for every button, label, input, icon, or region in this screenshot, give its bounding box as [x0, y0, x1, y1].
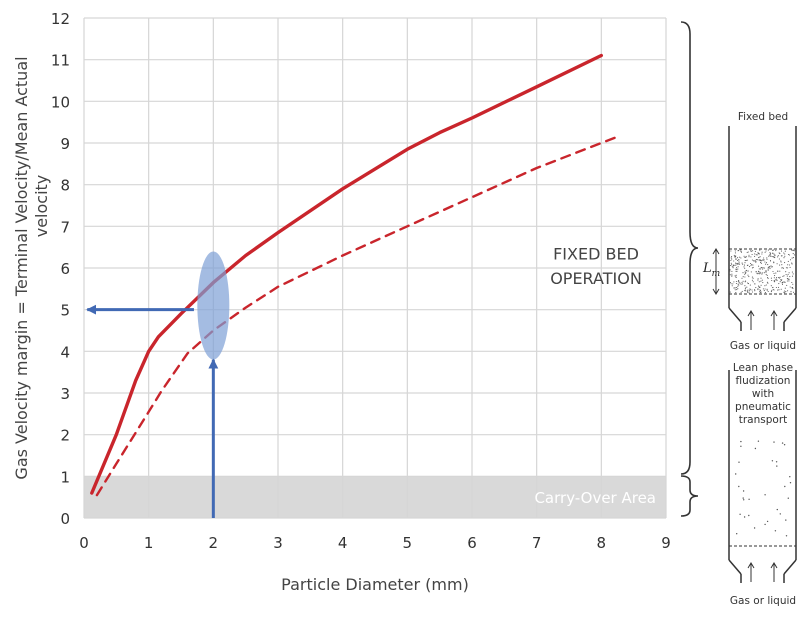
- x-tick-label: 5: [403, 534, 413, 552]
- y-tick-label: 2: [60, 427, 70, 445]
- fixed-bed-title: Fixed bed: [738, 111, 788, 123]
- x-tick-label: 3: [273, 534, 283, 552]
- gridlines: [83, 17, 667, 519]
- y-tick-label: 9: [60, 135, 70, 153]
- y-tick-label: 5: [60, 302, 70, 320]
- x-tick-labels: 0 1 2 3 4 5 6 7 8 9: [79, 534, 671, 552]
- fixed-bed-operation-label-2: OPERATION: [550, 269, 642, 288]
- y-tick-label: 7: [60, 218, 70, 236]
- y-tick-label: 11: [51, 52, 70, 70]
- lean-phase-title-4: pneumatic: [735, 401, 791, 413]
- packed-bed-particles: [729, 249, 795, 294]
- x-tick-label: 8: [597, 534, 607, 552]
- y-tick-label: 8: [60, 177, 70, 195]
- lean-phase-inlet-label: Gas or liquid: [730, 595, 796, 607]
- carry-over-region: [84, 476, 666, 518]
- x-tick-label: 7: [532, 534, 542, 552]
- y-tick-label: 4: [60, 343, 70, 361]
- x-tick-label: 1: [144, 534, 154, 552]
- x-axis-title: Particle Diameter (mm): [281, 575, 469, 594]
- fixed-bed-brace-icon: [680, 21, 699, 475]
- fixed-bed-inlet-label: Gas or liquid: [730, 340, 796, 352]
- lm-label: Lm: [702, 261, 720, 279]
- y-tick-label: 0: [60, 510, 70, 528]
- carry-over-label: Carry-Over Area: [534, 489, 656, 507]
- lean-phase-title-1: Lean phase: [733, 362, 793, 374]
- solid-curve: [90, 53, 603, 495]
- carry-over-brace-icon: [680, 475, 699, 517]
- x-tick-label: 6: [467, 534, 477, 552]
- y-axis-title-line1: Gas Velocity margin = Terminal Velocity/…: [12, 56, 31, 479]
- lean-phase-title-3: with: [752, 388, 774, 400]
- x-tick-label: 4: [338, 534, 348, 552]
- y-tick-label: 10: [51, 93, 70, 111]
- lean-phase-title-2: fludization: [736, 375, 791, 387]
- series-group: [90, 53, 619, 497]
- dashed-curve: [95, 135, 619, 497]
- fixed-bed-operation-label-1: FIXED BED: [553, 245, 639, 264]
- lean-phase-title-5: transport: [739, 414, 788, 426]
- y-tick-label: 6: [60, 260, 70, 278]
- y-tick-label: 1: [60, 468, 70, 486]
- x-tick-label: 9: [661, 534, 671, 552]
- y-tick-label: 12: [51, 10, 70, 28]
- fixed-bed-diagram: Fixed bed Lm Gas or liquid: [702, 111, 797, 352]
- highlight-ellipse: [197, 251, 230, 360]
- x-tick-label: 0: [79, 534, 89, 552]
- y-tick-label: 3: [60, 385, 70, 403]
- lean-phase-particles: [735, 440, 792, 537]
- x-tick-label: 2: [209, 534, 219, 552]
- y-axis-title-line2: velocity: [32, 175, 51, 238]
- lean-phase-diagram: Lean phase fludization with pneumatic tr…: [728, 362, 797, 607]
